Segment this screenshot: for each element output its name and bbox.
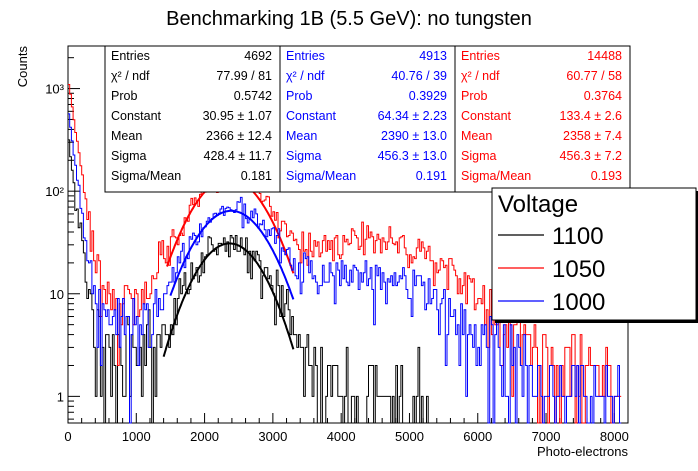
y-tick-label: 10³ xyxy=(45,82,64,97)
x-axis-label: Photo-electrons xyxy=(537,444,629,459)
fit-curve-1100 xyxy=(162,242,295,357)
y-tick-label: 10² xyxy=(45,184,64,199)
stats-value: 2358 ± 7.4 xyxy=(563,129,622,143)
stats-label: Sigma/Mean xyxy=(461,169,532,183)
stats-value: 0.3929 xyxy=(408,89,447,103)
legend-box xyxy=(491,187,697,321)
x-tick-label: 1000 xyxy=(122,429,151,444)
stats-value: 456.3 ± 13.0 xyxy=(377,149,447,163)
x-tick-label: 4000 xyxy=(327,429,356,444)
x-tick-label: 6000 xyxy=(463,429,492,444)
stats-value: 40.76 / 39 xyxy=(391,69,447,83)
stats-value: 4913 xyxy=(419,49,447,63)
stats-label: Sigma/Mean xyxy=(111,169,182,183)
stats-label: Mean xyxy=(286,129,318,143)
stats-label: Prob xyxy=(286,89,313,103)
legend-title: Voltage xyxy=(498,191,578,218)
x-tick-label: 2000 xyxy=(190,429,219,444)
stats-value: 2390 ± 13.0 xyxy=(381,129,447,143)
x-tick-label: 0 xyxy=(64,429,71,444)
x-tick-label: 8000 xyxy=(600,429,629,444)
stats-value: 0.193 xyxy=(590,169,622,183)
stats-label: χ² / ndf xyxy=(111,69,150,83)
histogram-series-1100 xyxy=(68,139,430,424)
stats-value: 0.181 xyxy=(240,169,272,183)
stats-label: Prob xyxy=(461,89,488,103)
stats-value: 2366 ± 12.4 xyxy=(206,129,272,143)
stats-value: 64.34 ± 2.23 xyxy=(377,109,447,123)
stats-value: 456.3 ± 7.2 xyxy=(559,149,622,163)
legend-label-1000: 1000 xyxy=(552,289,605,316)
stats-label: Constant xyxy=(286,109,337,123)
stats-label: Sigma xyxy=(286,149,322,163)
stats-box xyxy=(279,45,456,193)
stats-label: χ² / ndf xyxy=(461,69,500,83)
y-tick-label: 1 xyxy=(57,389,64,404)
stats-value: 30.95 ± 1.07 xyxy=(202,109,272,123)
x-tick-label: 5000 xyxy=(395,429,424,444)
legend-label-1050: 1050 xyxy=(552,256,605,283)
stats-value: 133.4 ± 2.6 xyxy=(559,109,622,123)
stats-value: 60.77 / 58 xyxy=(566,69,622,83)
stats-value: 4692 xyxy=(244,49,272,63)
stats-label: Sigma/Mean xyxy=(286,169,357,183)
legend: Voltage 1100 1050 1000 xyxy=(491,187,698,323)
stats-value: 0.5742 xyxy=(233,89,272,103)
stats-label: Sigma xyxy=(111,149,147,163)
stats-value: 0.3764 xyxy=(583,89,622,103)
chart-title: Benchmarking 1B (5.5 GeV): no tungsten xyxy=(166,8,532,30)
histogram-series-1000 xyxy=(68,113,622,424)
y-tick-label: 10 xyxy=(50,287,64,302)
x-tick-label: 3000 xyxy=(258,429,287,444)
stats-label: Constant xyxy=(111,109,162,123)
y-axis-label: Counts xyxy=(15,46,30,88)
stats-value: 77.99 / 81 xyxy=(216,69,272,83)
stats-label: Sigma xyxy=(461,149,497,163)
stats-label: Entries xyxy=(461,49,500,63)
stats-label: Entries xyxy=(111,49,150,63)
stats-value: 0.191 xyxy=(415,169,447,183)
stats-label: Mean xyxy=(111,129,143,143)
stats-value: 14488 xyxy=(587,49,622,63)
stats-label: Entries xyxy=(286,49,325,63)
stats-label: χ² / ndf xyxy=(286,69,325,83)
stats-label: Mean xyxy=(461,129,493,143)
stats-label: Prob xyxy=(111,89,138,103)
x-tick-label: 7000 xyxy=(532,429,561,444)
stats-box xyxy=(104,45,281,193)
legend-label-1100: 1100 xyxy=(552,223,604,250)
stats-value: 428.4 ± 11.7 xyxy=(203,149,273,163)
fit-curve-1000 xyxy=(169,209,295,300)
stats-label: Constant xyxy=(461,109,512,123)
